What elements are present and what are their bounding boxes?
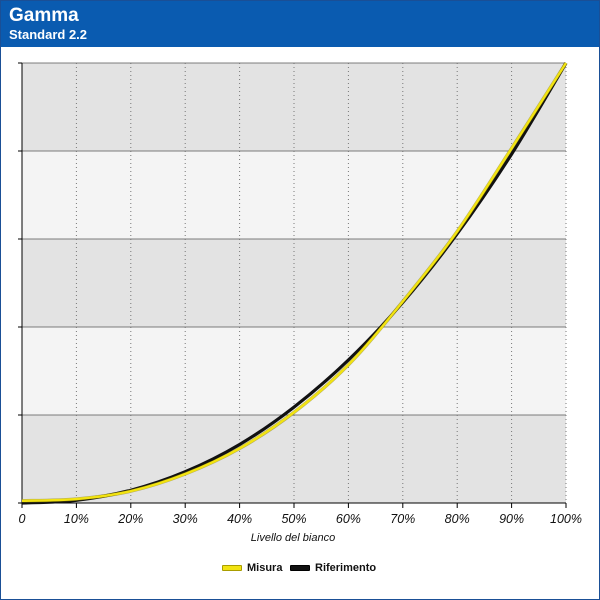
x-tick-label: 50% [281, 512, 306, 526]
x-tick-label: 60% [336, 512, 361, 526]
plot-bands [22, 62, 566, 504]
x-tick-label: 100% [550, 512, 582, 526]
legend-item-riferimento: Riferimento [290, 562, 376, 574]
x-tick-label: 80% [445, 512, 470, 526]
legend-swatch-riferimento [290, 565, 310, 571]
x-tick-label: 0 [19, 512, 26, 526]
legend-label-riferimento: Riferimento [315, 562, 377, 574]
legend-item-misura: Misura [222, 562, 282, 574]
legend-label-misura: Misura [247, 562, 283, 574]
legend: Misura Riferimento [0, 562, 600, 578]
x-tick-labels: 0 10% 20% 30% 40% 50% 60% 70% 80% 90% 100% [19, 512, 582, 526]
series-lines [21, 62, 568, 505]
x-tick-label: 10% [64, 512, 89, 526]
legend-swatch-misura [222, 565, 242, 571]
chart-subtitle: Standard 2.2 [9, 27, 88, 42]
series-line-misura [21, 62, 568, 502]
x-tick-label: 90% [499, 512, 524, 526]
x-tick-label: 20% [117, 512, 143, 526]
x-tick-label: 30% [173, 512, 198, 526]
plot-axes [18, 62, 567, 508]
chart-title: Gamma [9, 5, 79, 26]
x-tick-label: 70% [390, 512, 415, 526]
x-axis-label: Livello del bianco [251, 532, 335, 544]
chart-header: Gamma Standard 2.2 [1, 1, 599, 47]
plot-grid [75, 63, 567, 503]
x-tick-label: 40% [227, 512, 252, 526]
